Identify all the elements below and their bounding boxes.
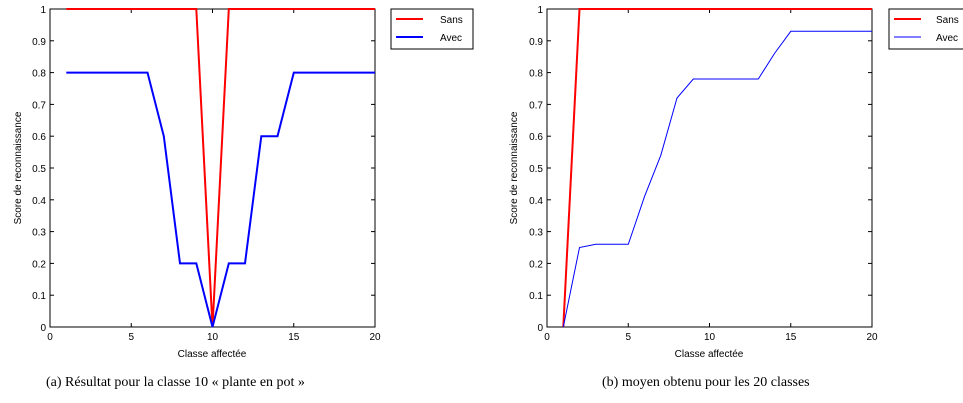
chart-a-y-tick-label: 0.4: [32, 196, 46, 207]
chart-b-y-tick-label: 0.7: [529, 100, 543, 111]
chart-b-y-tick-label: 0.3: [529, 228, 543, 239]
chart-a-y-axis-label: Score de reconnaissance: [13, 111, 24, 224]
chart-b-y-tick-label: 1: [537, 5, 543, 16]
chart-a-series-sans-line: [66, 8, 375, 328]
chart-b-y-axis-label: Score de reconnaissance: [509, 111, 520, 224]
chart-a-y-tick-label: 0.6: [32, 132, 46, 143]
chart-a-y-tick-label: 0.3: [32, 228, 46, 239]
chart-b-y-tick-label: 0.2: [529, 259, 543, 270]
chart-b-y-ticks: 0 0.1 0.2 0.3 0.4 0.5 0.6 0.7 0.8 0.9 1: [529, 5, 872, 334]
chart-b-series-sans-line: [562, 8, 872, 328]
chart-a-y-tick-label: 0.8: [32, 69, 46, 80]
chart-a-legend-label-sans: Sans: [440, 15, 463, 26]
chart-a-y-ticks: 0 0.1 0.2 0.3 0.4 0.5 0.6 0.7 0.8 0.9 1: [32, 5, 375, 334]
chart-b-y-tick-label: 0.8: [529, 69, 543, 80]
chart-b-y-tick-label: 0.9: [529, 37, 543, 48]
chart-a: 0 5 10 15 20 0 0.1 0.2 0.3 0.4 0.5 0.6 0.7 0.8 0.9 1 C…: [13, 5, 474, 390]
chart-a-series-avec-line: [66, 71, 375, 328]
chart-b-caption: (b) moyen obtenu pour les 20 classes: [602, 375, 810, 390]
chart-b-x-tick-label: 20: [866, 332, 878, 343]
chart-b-legend-box: [888, 8, 963, 50]
chart-a-plot-area: [49, 8, 376, 328]
chart-b-legend-label-sans: Sans: [936, 15, 959, 26]
chart-a-y-tick-label: 0.7: [32, 100, 46, 111]
chart-b-y-tick-label: 0.4: [529, 196, 543, 207]
chart-b-y-tick-label: 0: [537, 323, 543, 334]
chart-a-x-tick-label: 10: [207, 332, 219, 343]
chart-b-legend: Sans Avec: [888, 8, 963, 50]
chart-a-x-axis-label: Classe affectée: [178, 349, 247, 360]
chart-b-series-avec-line: [562, 30, 872, 328]
chart-b-legend-label-avec: Avec: [936, 33, 958, 44]
chart-b-x-tick-label: 15: [785, 332, 797, 343]
chart-a-x-tick-label: 20: [369, 332, 381, 343]
chart-b-y-tick-label: 0.5: [529, 164, 543, 175]
chart-b-plot-area: [546, 8, 873, 328]
chart-b: 0 5 10 15 20 0 0.1 0.2 0.3 0.4 0.5 0.6 0.7 0.8 0.9 1 C…: [509, 5, 963, 390]
chart-a-x-tick-label: 15: [288, 332, 300, 343]
chart-a-legend-box: [390, 8, 474, 50]
chart-a-x-tick-label: 5: [128, 332, 134, 343]
chart-a-y-tick-label: 0.9: [32, 37, 46, 48]
chart-a-x-tick-label: 0: [47, 332, 53, 343]
chart-b-y-tick-label: 0.1: [529, 291, 543, 302]
chart-a-y-tick-label: 0.2: [32, 259, 46, 270]
chart-a-series: [66, 8, 375, 328]
chart-a-y-tick-label: 0.1: [32, 291, 46, 302]
chart-b-x-axis-label: Classe affectée: [675, 349, 744, 360]
chart-a-caption: (a) Résultat pour la classe 10 « plante …: [46, 375, 305, 390]
chart-a-y-tick-label: 1: [40, 5, 46, 16]
chart-b-x-tick-label: 10: [704, 332, 716, 343]
chart-a-y-tick-label: 0.5: [32, 164, 46, 175]
chart-b-x-tick-label: 5: [625, 332, 631, 343]
chart-a-legend: Sans Avec: [390, 8, 474, 50]
chart-a-legend-label-avec: Avec: [440, 33, 462, 44]
chart-b-x-tick-label: 0: [544, 332, 550, 343]
chart-b-y-tick-label: 0.6: [529, 132, 543, 143]
chart-b-series: [562, 8, 872, 328]
chart-a-y-tick-label: 0: [40, 323, 46, 334]
